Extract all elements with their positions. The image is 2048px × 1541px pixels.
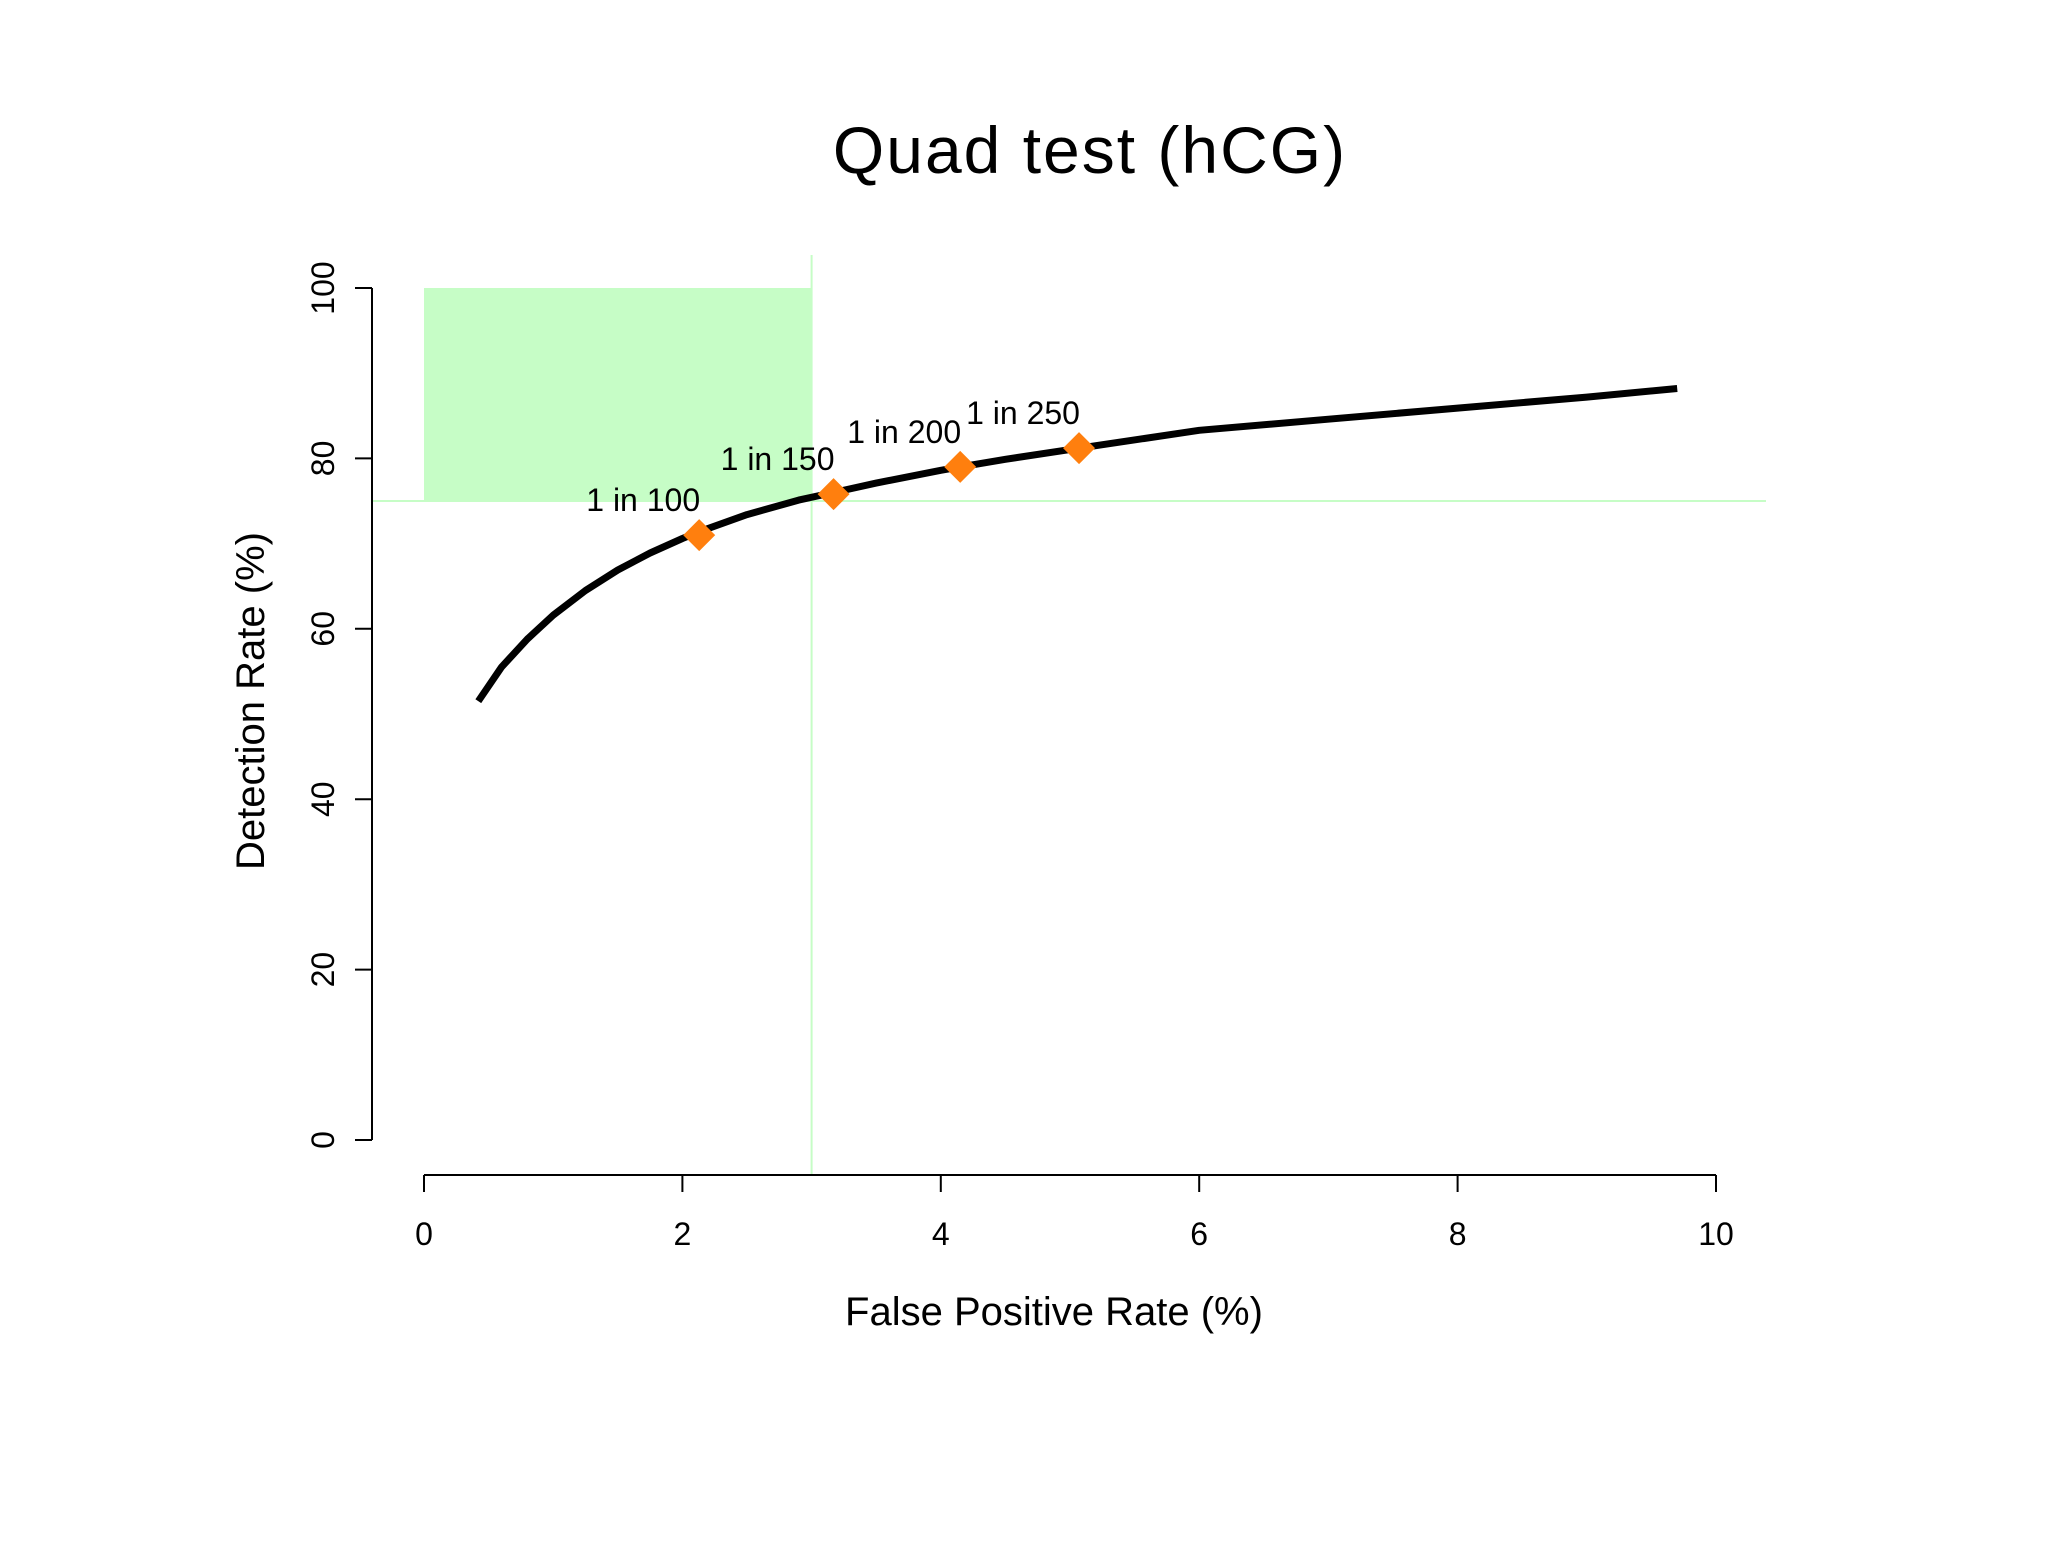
risk-cutoff-label: 1 in 150	[721, 441, 835, 477]
risk-cutoff-marker	[944, 450, 977, 483]
risk-cutoff-label: 1 in 100	[586, 482, 700, 518]
y-axis-label: Detection Rate (%)	[229, 532, 273, 870]
y-tick-label: 40	[305, 781, 341, 817]
risk-cutoff-marker	[817, 478, 850, 511]
x-tick-label: 6	[1190, 1216, 1208, 1252]
x-tick-label: 8	[1449, 1216, 1467, 1252]
y-tick-label: 60	[305, 611, 341, 647]
risk-cutoff-label: 1 in 250	[966, 395, 1080, 431]
x-axis-label: False Positive Rate (%)	[845, 1290, 1263, 1334]
plot-area: 0 20 40 60 80 100 0 2 4 6 8 10 1 in 100 1 in 150 1 in …	[305, 255, 1766, 1252]
target-region	[424, 288, 812, 501]
x-tick-label: 0	[415, 1216, 433, 1252]
y-tick-label: 100	[305, 261, 341, 314]
chart-title: Quad test (hCG)	[833, 113, 1347, 187]
x-tick-label: 10	[1698, 1216, 1734, 1252]
x-tick-label: 4	[932, 1216, 950, 1252]
risk-cutoff-marker	[683, 519, 716, 552]
y-tick-label: 80	[305, 441, 341, 477]
y-tick-label: 0	[305, 1131, 341, 1149]
detection-curve	[475, 385, 1678, 704]
risk-cutoff-marker	[1063, 432, 1096, 465]
x-tick-label: 2	[674, 1216, 692, 1252]
risk-cutoff-label: 1 in 200	[847, 414, 961, 450]
y-tick-label: 20	[305, 952, 341, 988]
